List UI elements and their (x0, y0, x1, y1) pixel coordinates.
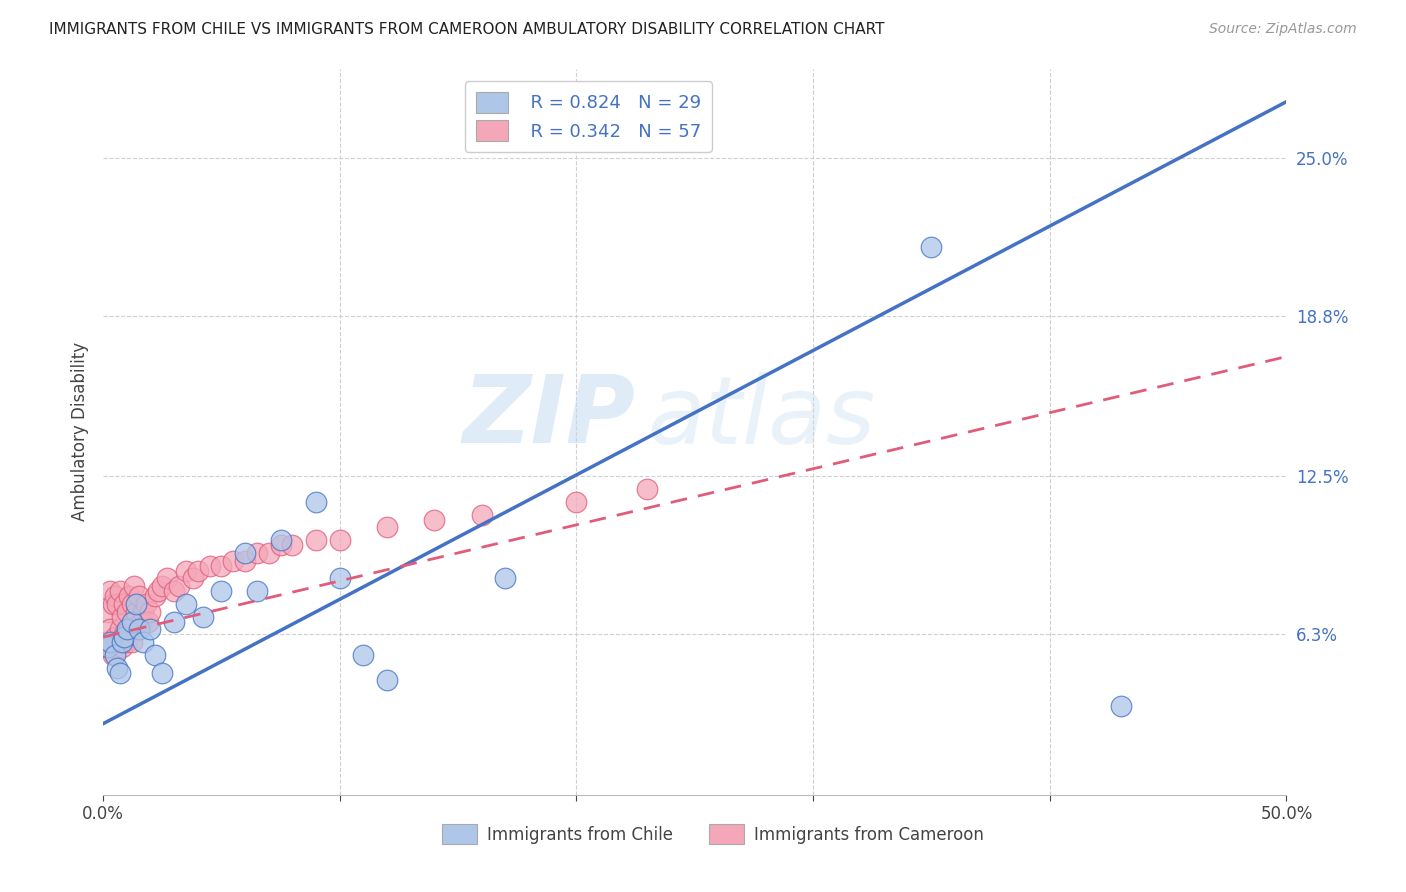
Point (111, 640, 134, 655)
Point (495, 571, 517, 585)
Point (115, 635, 138, 649)
Point (105, 597, 128, 611)
Text: Immigrants from Cameroon: Immigrants from Cameroon (754, 826, 984, 844)
Point (187, 564, 209, 578)
Point (246, 546, 269, 560)
Point (637, 482, 659, 496)
Point (122, 579, 145, 593)
Point (257, 546, 280, 560)
Point (222, 553, 245, 567)
Point (98, 623, 121, 637)
Legend:   R = 0.824   N = 29,   R = 0.342   N = 57: R = 0.824 N = 29, R = 0.342 N = 57 (464, 81, 711, 152)
Point (112, 627, 135, 641)
Point (132, 635, 155, 649)
Point (115, 623, 138, 637)
Point (122, 615, 145, 629)
Point (211, 558, 233, 573)
Point (565, 495, 588, 509)
Point (143, 589, 166, 603)
Point (105, 635, 128, 649)
Point (98, 635, 121, 649)
Point (163, 584, 186, 599)
Text: ZIP: ZIP (463, 371, 636, 463)
Point (375, 520, 398, 534)
Point (108, 665, 131, 680)
Point (108, 623, 131, 637)
Point (125, 605, 148, 619)
Point (156, 571, 179, 585)
Point (139, 623, 162, 637)
Point (108, 584, 131, 599)
Point (167, 579, 190, 593)
Point (174, 597, 197, 611)
Point (305, 533, 328, 548)
Point (270, 533, 292, 548)
Point (104, 589, 127, 603)
Point (174, 564, 197, 578)
Point (105, 660, 128, 674)
Point (97, 605, 120, 619)
Point (181, 571, 204, 585)
Point (329, 571, 352, 585)
Point (128, 623, 150, 637)
Point (281, 538, 304, 552)
Point (211, 584, 233, 599)
Point (233, 553, 256, 567)
Point (94, 635, 117, 649)
Point (150, 579, 173, 593)
Point (1109, 698, 1132, 713)
Point (121, 597, 143, 611)
Point (111, 609, 134, 624)
Point (125, 597, 148, 611)
Point (375, 673, 398, 688)
Point (135, 597, 157, 611)
Point (129, 615, 152, 629)
Point (233, 546, 256, 560)
Point (163, 615, 186, 629)
Point (98, 584, 121, 599)
Point (101, 597, 124, 611)
Point (121, 615, 143, 629)
Point (139, 605, 162, 619)
Point (305, 495, 328, 509)
Text: atlas: atlas (648, 372, 876, 463)
Text: Source: ZipAtlas.com: Source: ZipAtlas.com (1209, 22, 1357, 37)
Point (121, 635, 143, 649)
Point (329, 533, 352, 548)
Point (191, 609, 214, 624)
Point (270, 538, 292, 552)
Point (198, 558, 221, 573)
Point (112, 597, 135, 611)
Text: Immigrants from Chile: Immigrants from Chile (486, 826, 672, 844)
Point (101, 648, 124, 662)
Point (146, 584, 169, 599)
Point (97, 640, 120, 655)
Point (423, 513, 446, 527)
Point (920, 240, 942, 254)
Point (118, 589, 141, 603)
Point (128, 589, 150, 603)
Point (112, 630, 135, 644)
Point (111, 635, 134, 649)
Point (246, 584, 269, 599)
Point (471, 508, 494, 522)
Y-axis label: Ambulatory Disability: Ambulatory Disability (72, 343, 89, 521)
Point (104, 648, 127, 662)
Point (143, 648, 166, 662)
Point (132, 605, 155, 619)
Text: IMMIGRANTS FROM CHILE VS IMMIGRANTS FROM CAMEROON AMBULATORY DISABILITY CORRELAT: IMMIGRANTS FROM CHILE VS IMMIGRANTS FROM… (49, 22, 884, 37)
Point (118, 623, 141, 637)
Point (97, 640, 120, 655)
Point (353, 648, 375, 662)
Point (136, 615, 159, 629)
Point (104, 630, 127, 644)
Point (115, 605, 138, 619)
Point (150, 665, 173, 680)
Point (128, 623, 150, 637)
